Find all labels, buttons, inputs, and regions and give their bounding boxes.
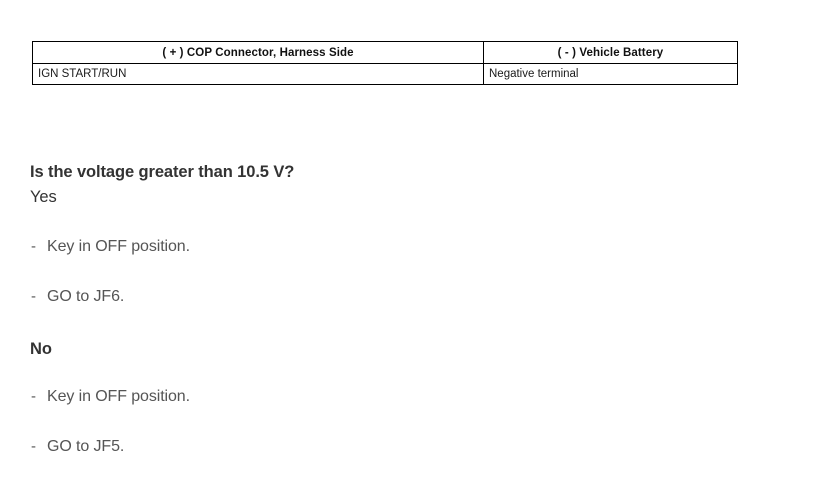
table-row: IGN START/RUN Negative terminal	[32, 63, 738, 85]
measurement-table: ( + ) COP Connector, Harness Side ( - ) …	[32, 41, 738, 85]
list-item-label: Key in OFF position.	[47, 388, 190, 405]
dash-bullet-icon: -	[31, 438, 36, 455]
list-item-label: GO to JF5.	[47, 438, 125, 455]
dash-bullet-icon: -	[31, 238, 36, 255]
table-cell-positive-terminal: IGN START/RUN	[32, 63, 484, 85]
question-block: Is the voltage greater than 10.5 V? Yes	[30, 160, 630, 210]
table-header-positive: ( + ) COP Connector, Harness Side	[32, 41, 484, 64]
list-item: - GO to JF6.	[31, 286, 631, 308]
list-item: - Key in OFF position.	[31, 386, 631, 436]
yes-branch-steps: - Key in OFF position. - GO to JF6.	[31, 236, 631, 308]
branch-label-yes: Yes	[30, 188, 57, 206]
branch-label-no: No	[30, 340, 52, 358]
dash-bullet-icon: -	[31, 388, 36, 405]
list-item-label: Key in OFF position.	[47, 238, 190, 255]
question-text: Is the voltage greater than 10.5 V?	[30, 163, 295, 181]
list-item: - GO to JF5.	[31, 436, 631, 458]
list-item-label: GO to JF6.	[47, 288, 125, 305]
table-cell-negative-terminal: Negative terminal	[483, 63, 738, 85]
list-item: - Key in OFF position.	[31, 236, 631, 286]
dash-bullet-icon: -	[31, 288, 36, 305]
table-header-negative: ( - ) Vehicle Battery	[483, 41, 738, 64]
no-branch-steps: - Key in OFF position. - GO to JF5.	[31, 386, 631, 458]
table-header-row: ( + ) COP Connector, Harness Side ( - ) …	[32, 41, 738, 64]
